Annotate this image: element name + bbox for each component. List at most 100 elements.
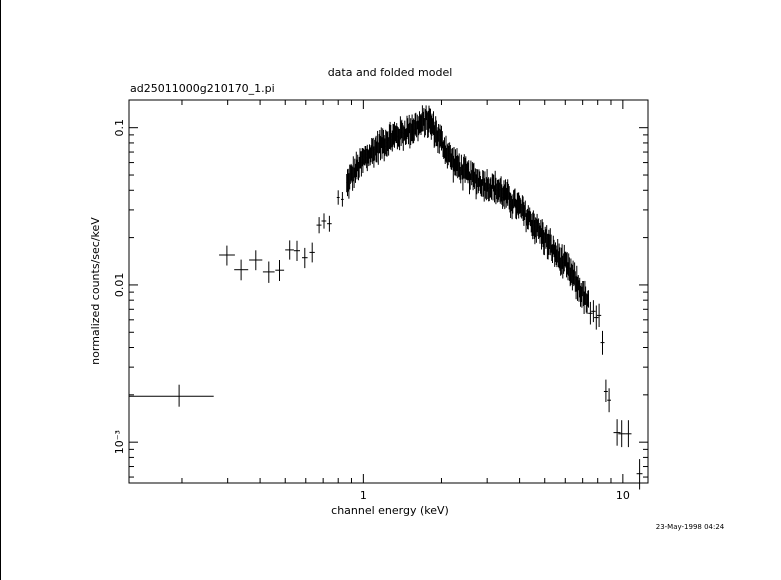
data-point (385, 129, 387, 155)
data-point (462, 163, 464, 191)
data-point (309, 242, 315, 263)
data-point (447, 142, 449, 166)
data-point (585, 293, 587, 313)
data-point (355, 163, 356, 183)
data-point (405, 128, 406, 145)
data-point (380, 135, 381, 161)
data-point (597, 303, 602, 327)
data-point (377, 130, 379, 153)
x-tick-label: 10 (616, 489, 630, 502)
data-point (455, 156, 457, 177)
data-point (484, 171, 486, 191)
data-point (363, 149, 365, 166)
data-point (532, 210, 534, 236)
data-point (418, 116, 420, 136)
data-point (494, 185, 495, 203)
data-point (410, 118, 412, 145)
axis-tick-labels: 1 10 0.1 0.01 10⁻³ (113, 119, 630, 502)
data-point (423, 108, 425, 126)
data-point (395, 126, 397, 144)
data-point (293, 240, 300, 261)
data-point (481, 179, 483, 197)
y-tick-label: 10⁻³ (113, 430, 126, 454)
data-point (383, 130, 384, 154)
data-point (491, 173, 493, 189)
data-point (541, 219, 543, 244)
data-point (558, 243, 560, 269)
data-point (568, 257, 570, 281)
data-point (625, 420, 632, 448)
data-point (588, 301, 593, 325)
data-point (386, 132, 388, 157)
data-point (547, 233, 549, 260)
data-point (437, 127, 439, 153)
data-point (556, 249, 558, 268)
data-point (368, 150, 370, 167)
data-point (433, 111, 434, 135)
data-point (302, 247, 308, 269)
data-point (518, 192, 520, 219)
data-point (429, 108, 431, 129)
data-point (413, 119, 415, 141)
data-point (355, 151, 357, 177)
data-point (543, 232, 545, 256)
data-point (603, 379, 608, 402)
data-point (513, 190, 515, 209)
data-point (393, 124, 395, 145)
data-point (472, 163, 474, 191)
x-axis-label: channel energy (keV) (331, 504, 449, 517)
data-point (441, 125, 442, 151)
data-point (378, 134, 380, 154)
data-point (435, 116, 437, 143)
data-point (432, 118, 434, 134)
data-point (514, 188, 516, 208)
data-point (546, 225, 548, 248)
data-point (510, 195, 512, 212)
data-point (575, 276, 577, 300)
data-point (533, 213, 535, 239)
data-point (498, 179, 500, 202)
data-point (574, 271, 576, 292)
data-point (346, 174, 348, 193)
data-point (399, 116, 401, 140)
data-point (453, 147, 455, 172)
data-point (567, 262, 569, 281)
data-point (507, 183, 509, 200)
data-point (470, 160, 472, 180)
data-point (416, 121, 418, 138)
data-point (438, 128, 440, 154)
data-point (427, 112, 429, 138)
data-point (588, 290, 589, 308)
y-tick-label: 0.01 (113, 273, 126, 298)
data-point (495, 177, 497, 205)
data-point (428, 105, 430, 133)
data-point (579, 277, 581, 298)
data-point (358, 162, 359, 181)
data-point (336, 190, 340, 205)
data-point (417, 120, 419, 142)
data-point (352, 156, 354, 182)
data-point (409, 122, 411, 149)
data-point (371, 138, 373, 164)
data-point (129, 384, 214, 407)
data-point (363, 148, 365, 165)
data-point (430, 108, 431, 135)
data-point (485, 177, 487, 201)
data-point (618, 420, 626, 448)
data-point (569, 267, 571, 287)
data-point (525, 213, 527, 233)
data-point (555, 242, 556, 262)
data-point (586, 294, 588, 314)
data-point (474, 168, 476, 184)
data-points (129, 105, 643, 490)
data-point (375, 135, 377, 163)
data-point (483, 178, 485, 202)
data-point (436, 130, 438, 147)
data-point (384, 138, 386, 156)
data-point (504, 184, 506, 210)
data-point (369, 147, 371, 166)
data-point (341, 192, 344, 207)
data-point (557, 239, 559, 263)
data-point (535, 218, 537, 243)
data-point (563, 253, 565, 274)
